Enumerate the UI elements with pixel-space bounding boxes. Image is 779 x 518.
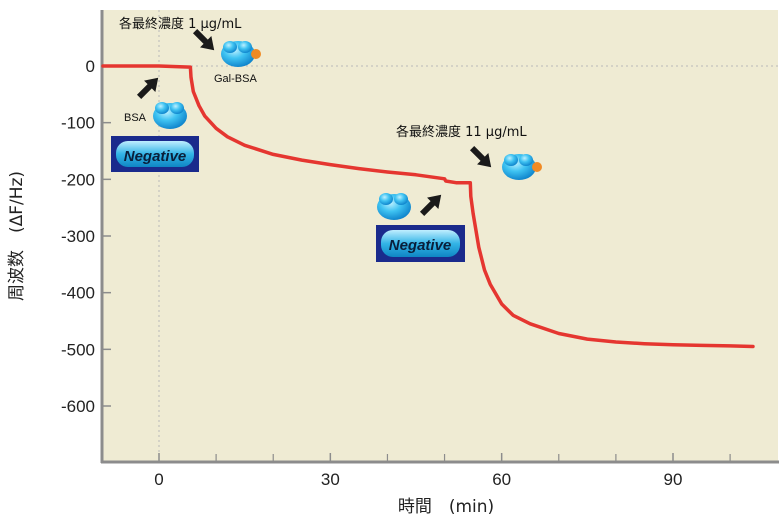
negative-badge-2: Negative xyxy=(376,225,465,262)
x-tick-label: 90 xyxy=(664,470,683,489)
y-tick-label: -600 xyxy=(61,397,95,416)
x-tick-label: 60 xyxy=(492,470,511,489)
arrow-icon xyxy=(136,77,159,100)
annotation-injection-2: 各最終濃度 11 μg/mL Negative xyxy=(376,124,542,262)
x-axis-title: 時間 (min) xyxy=(398,497,494,517)
negative-badge-1: Negative xyxy=(111,136,199,172)
y-tick-label: -500 xyxy=(61,340,95,359)
y-tick-label: 0 xyxy=(86,57,95,76)
arrow-icon xyxy=(192,28,215,51)
x-tick-label: 30 xyxy=(321,470,340,489)
y-tick-label: -400 xyxy=(61,284,95,303)
y-tick-label: -100 xyxy=(61,114,95,133)
concentration-label-2: 各最終濃度 11 μg/mL xyxy=(396,124,527,140)
gal-bsa-protein-icon xyxy=(221,41,261,67)
bsa-protein-icon xyxy=(153,102,187,129)
y-tick-label: -300 xyxy=(61,227,95,246)
frequency-series-line xyxy=(101,64,755,349)
galactose-icon xyxy=(251,49,261,59)
y-tick-label: -200 xyxy=(61,170,95,189)
gal-bsa-label: Gal-BSA xyxy=(214,73,257,85)
bsa-label: BSA xyxy=(124,112,147,124)
bsa-protein-icon xyxy=(377,193,411,220)
gal-bsa-protein-icon xyxy=(502,154,542,180)
y-axis-title: 周波数 (ΔF/Hz) xyxy=(7,171,27,301)
galactose-icon xyxy=(532,162,542,172)
negative-label-1: Negative xyxy=(124,148,187,165)
concentration-label-1: 各最終濃度 1 μg/mL xyxy=(119,16,242,32)
arrow-icon xyxy=(419,194,442,217)
negative-label-2: Negative xyxy=(389,237,452,254)
x-tick-label: 0 xyxy=(154,470,163,489)
arrow-icon xyxy=(469,145,492,168)
annotation-injection-1: 各最終濃度 1 μg/mL Gal-BSA BSA Negative xyxy=(111,16,261,172)
